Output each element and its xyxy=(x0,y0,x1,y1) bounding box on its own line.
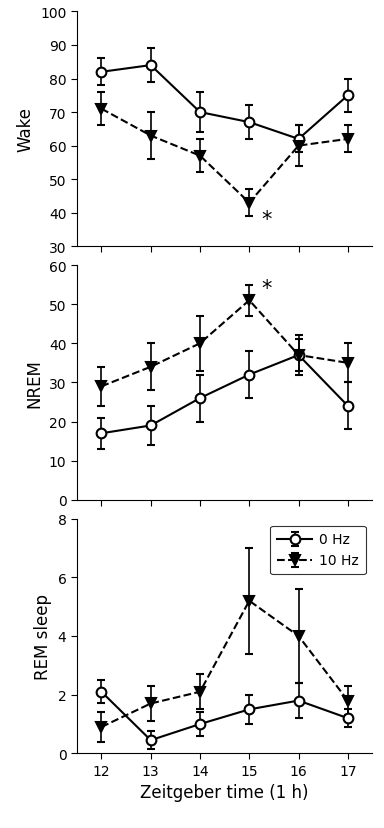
Legend: 0 Hz, 10 Hz: 0 Hz, 10 Hz xyxy=(270,526,366,575)
Text: *: * xyxy=(262,279,272,299)
Y-axis label: REM sleep: REM sleep xyxy=(34,594,52,679)
Text: *: * xyxy=(262,210,272,230)
Y-axis label: NREM: NREM xyxy=(25,359,43,407)
Y-axis label: Wake: Wake xyxy=(17,107,35,152)
X-axis label: Zeitgeber time (1 h): Zeitgeber time (1 h) xyxy=(141,783,309,802)
